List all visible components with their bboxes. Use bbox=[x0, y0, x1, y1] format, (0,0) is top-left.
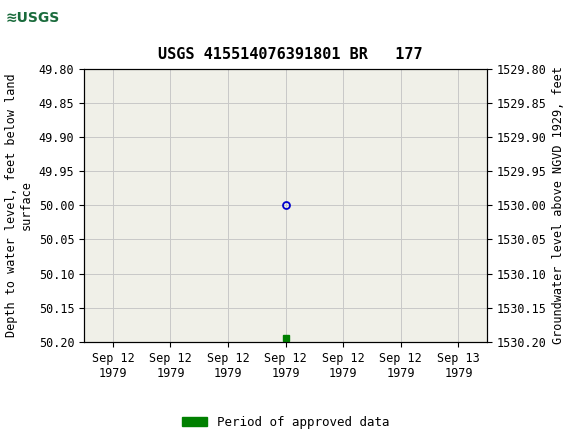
Y-axis label: Groundwater level above NGVD 1929, feet: Groundwater level above NGVD 1929, feet bbox=[552, 66, 566, 344]
FancyBboxPatch shape bbox=[3, 2, 84, 35]
Y-axis label: Depth to water level, feet below land
surface: Depth to water level, feet below land su… bbox=[5, 74, 33, 337]
Legend: Period of approved data: Period of approved data bbox=[177, 411, 394, 430]
Text: USGS 415514076391801 BR   177: USGS 415514076391801 BR 177 bbox=[158, 47, 422, 62]
Text: ≋USGS: ≋USGS bbox=[6, 11, 60, 25]
